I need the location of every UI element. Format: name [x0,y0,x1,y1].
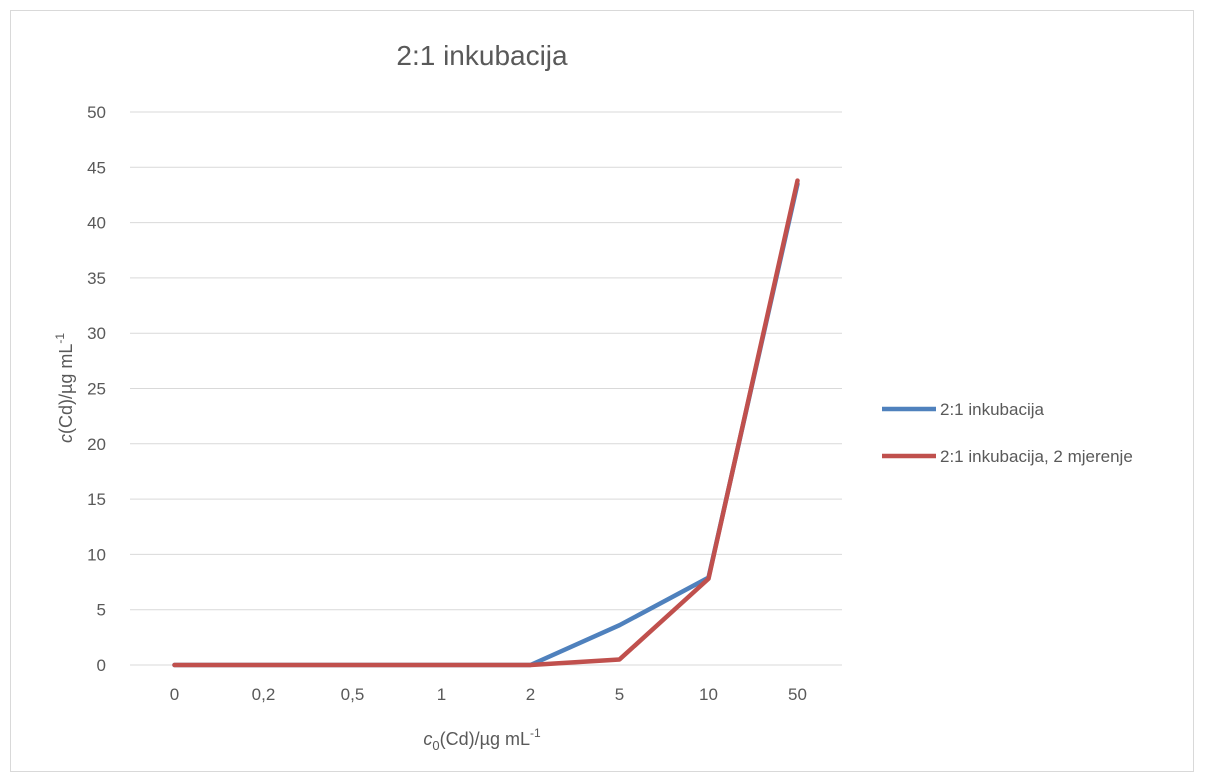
y-tick-label: 45 [87,158,106,177]
y-tick-label: 25 [87,380,106,399]
y-tick-label: 35 [87,269,106,288]
series-lines [172,178,800,668]
x-tick-label: 0,2 [252,685,276,704]
legend: 2:1 inkubacija 2:1 inkubacija, 2 mjerenje [882,400,1133,466]
x-tick-label: 2 [526,685,535,704]
chart-title: 2:1 inkubacija [396,40,568,71]
series-line [172,178,800,668]
x-tick-label: 5 [615,685,624,704]
x-tick-label: 0 [170,685,179,704]
gridlines [130,111,842,666]
x-axis-ticks: 0 0,2 0,5 1 2 5 10 50 [170,685,807,704]
y-tick-label: 30 [87,324,106,343]
y-tick-label: 10 [87,545,106,564]
y-tick-label: 0 [97,656,106,675]
y-tick-label: 5 [97,601,106,620]
x-tick-label: 1 [437,685,446,704]
y-axis-label: c(Cd)/µg mL-1 [53,333,76,443]
y-tick-label: 20 [87,435,106,454]
y-tick-label: 50 [87,103,106,122]
y-tick-label: 40 [87,214,106,233]
series-line [172,181,800,668]
chart-frame [10,10,1194,772]
legend-label: 2:1 inkubacija, 2 mjerenje [940,447,1133,466]
y-axis-ticks: 0 5 10 15 20 25 30 35 40 45 50 [87,103,106,675]
x-axis-label: c0(Cd)/µg mL-1 [423,726,541,753]
x-tick-label: 10 [699,685,718,704]
y-tick-label: 15 [87,490,106,509]
x-tick-label: 50 [788,685,807,704]
x-tick-label: 0,5 [341,685,365,704]
legend-label: 2:1 inkubacija [940,400,1045,419]
